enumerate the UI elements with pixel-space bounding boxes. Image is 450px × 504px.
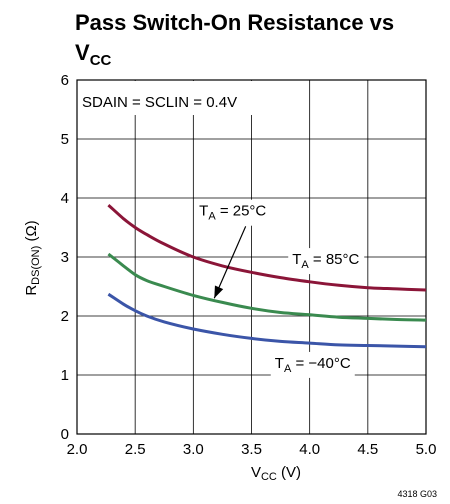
annotation-bg xyxy=(195,199,272,226)
annotations: TA = 25°CTA = 85°CTA = −40°C xyxy=(195,199,365,378)
x-tick-label: 4.5 xyxy=(357,441,378,458)
y-tick-label: 5 xyxy=(61,131,69,148)
temperature-label-value: = 25°C xyxy=(216,203,267,220)
x-tick-label: 2.0 xyxy=(67,441,88,458)
x-axis-label-sub: CC xyxy=(261,471,277,483)
chart-title-line1: Pass Switch-On Resistance vs xyxy=(75,10,394,35)
y-tick-label: 6 xyxy=(61,72,69,89)
series-line xyxy=(107,252,427,322)
temperature-label-value: = −40°C xyxy=(291,355,351,372)
series-layer xyxy=(107,203,427,349)
temperature-label-t: T xyxy=(292,251,301,268)
temperature-label: TA = 25°C xyxy=(199,203,266,223)
y-tick-label: 1 xyxy=(61,367,69,384)
y-tick-label: 3 xyxy=(61,249,69,266)
figure-id: 4318 G03 xyxy=(397,489,437,499)
grid xyxy=(76,79,427,435)
x-axis-label-unit: (V) xyxy=(277,464,301,481)
y-tick-label: 2 xyxy=(61,308,69,325)
y-axis-label-r: R xyxy=(23,285,40,296)
temperature-label-sub: A xyxy=(301,259,309,271)
annotation-bg xyxy=(288,248,365,275)
x-axis-label-v: V xyxy=(251,464,261,481)
chart-title-line2: VCC xyxy=(75,40,112,69)
temperature-label-sub: A xyxy=(208,211,216,223)
annotation-bg xyxy=(270,351,355,378)
x-tick-label: 3.5 xyxy=(241,441,262,458)
series-line xyxy=(107,292,427,349)
x-tick-label: 3.0 xyxy=(183,441,204,458)
arrow-line xyxy=(213,226,247,299)
temperature-label: TA = −40°C xyxy=(275,355,351,375)
tick-labels: 2.0 2.5 3.0 3.5 4.0 4.5 5.0 0 1 2 3 4 5 6 xyxy=(61,72,437,458)
temperature-label-t: T xyxy=(275,355,284,372)
y-tick-label: 4 xyxy=(61,190,69,207)
y-tick-label: 0 xyxy=(61,426,69,443)
x-tick-label: 4.0 xyxy=(299,441,320,458)
temperature-label-value: = 85°C xyxy=(309,251,360,268)
plot-frame xyxy=(76,79,427,435)
chart-title-sub: CC xyxy=(90,52,112,69)
series-line xyxy=(107,203,427,292)
chart-title-v: V xyxy=(75,40,90,65)
y-axis-label-unit: (Ω) xyxy=(23,220,40,245)
condition-label-bg xyxy=(78,81,256,115)
arrow-head xyxy=(214,285,224,299)
temperature-label-sub: A xyxy=(284,363,292,375)
temperature-label: TA = 85°C xyxy=(292,251,359,271)
y-axis-label: RDS(ON) (Ω) xyxy=(23,220,42,295)
x-tick-label: 2.5 xyxy=(125,441,146,458)
temperature-label-t: T xyxy=(199,203,208,220)
x-axis-label: VCC (V) xyxy=(251,464,301,483)
x-tick-label: 5.0 xyxy=(416,441,437,458)
condition-label: SDAIN = SCLIN = 0.4V xyxy=(82,94,237,111)
y-axis-label-sub: DS(ON) xyxy=(30,246,42,285)
